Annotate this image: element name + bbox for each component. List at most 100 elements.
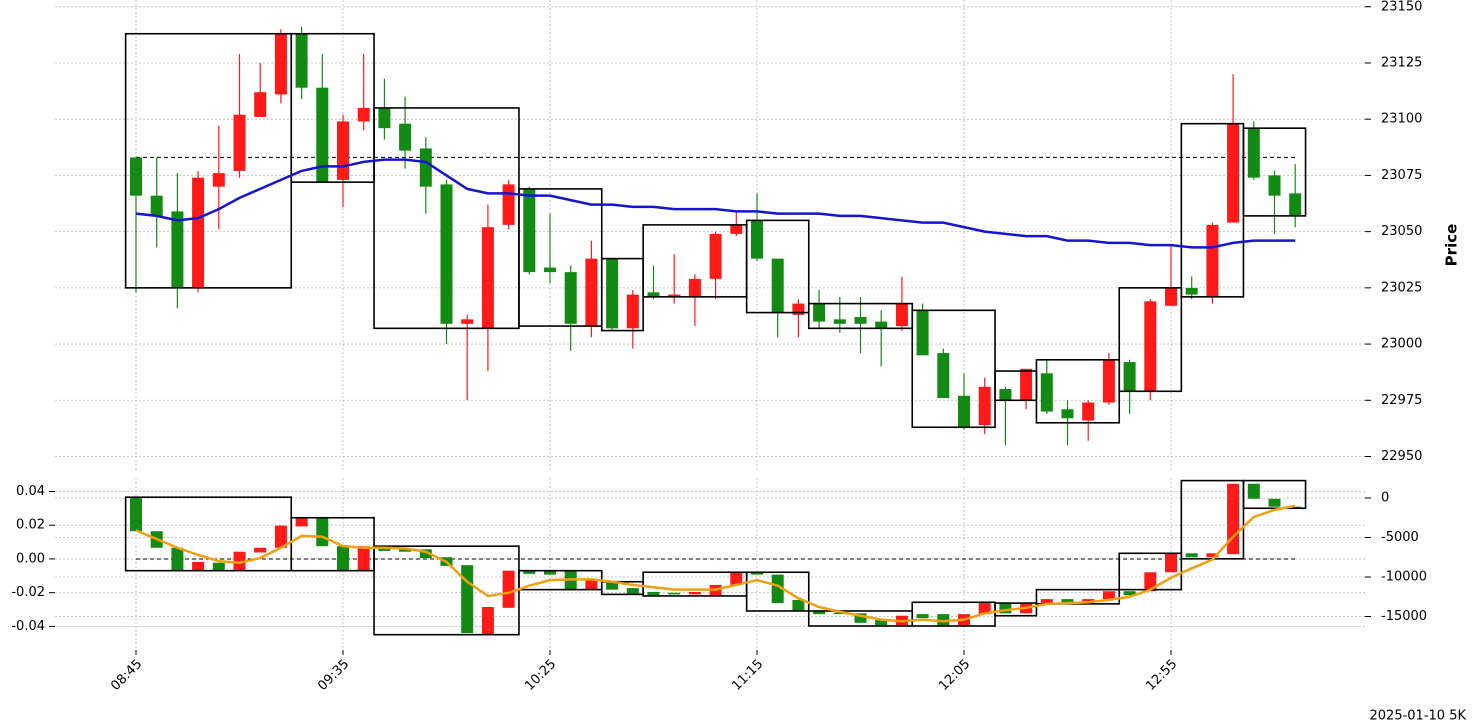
candle-body: [999, 389, 1012, 401]
candle-body: [357, 546, 370, 571]
candle-body: [192, 177, 205, 288]
candle-body: [461, 565, 474, 634]
y-tick-label: 23100: [1381, 112, 1422, 127]
y-tick-label: 22975: [1381, 393, 1422, 408]
candle-body: [1247, 483, 1260, 499]
candle-body: [502, 570, 515, 608]
candle-body: [1289, 193, 1302, 216]
candle-body: [1082, 402, 1095, 421]
candle-body: [626, 294, 639, 329]
y-tick-label: -15000: [1381, 609, 1427, 624]
candle-body: [647, 592, 660, 596]
candle-body: [585, 258, 598, 327]
candle-body: [1040, 373, 1053, 412]
candle-body: [895, 303, 908, 327]
candle-body: [813, 610, 826, 615]
candle-body: [751, 572, 763, 575]
candle-body: [130, 157, 142, 196]
candle-body: [337, 546, 349, 571]
candle-body: [419, 549, 432, 559]
candle-body: [295, 517, 308, 527]
candle-body: [544, 570, 556, 575]
range-box: [745, 571, 810, 612]
candle-body: [1268, 175, 1281, 196]
candle-body: [130, 497, 142, 532]
candle-body: [1123, 362, 1136, 392]
range-box: [1242, 479, 1307, 510]
candle-body: [419, 148, 432, 187]
candle-body: [668, 592, 681, 595]
candle-body: [212, 562, 225, 571]
candle-body: [399, 549, 412, 552]
candle-body: [171, 547, 184, 571]
range-box: [518, 188, 603, 327]
y-tick-label: 0.04: [16, 484, 45, 499]
y-tick-label: 23125: [1381, 55, 1422, 70]
candle-body: [1165, 553, 1177, 573]
y-tick-label: 23050: [1381, 224, 1422, 239]
y-tick-label: -0.02: [11, 585, 45, 600]
candle-body: [233, 114, 246, 171]
y-tick-label: -5000: [1381, 530, 1419, 545]
candle-body: [1268, 498, 1281, 507]
x-tick-label: 08:45: [108, 657, 145, 694]
candle-body: [357, 107, 370, 122]
candle-body: [378, 107, 391, 129]
candle-body: [254, 92, 267, 117]
candle-body: [771, 574, 784, 604]
candle-body: [1102, 359, 1115, 403]
range-box: [1242, 127, 1307, 217]
candle-body: [792, 599, 805, 611]
x-tick-label: 10:25: [522, 657, 559, 694]
candle-body: [1247, 128, 1260, 178]
candle-body: [1165, 287, 1177, 306]
candle-body: [916, 614, 929, 619]
candle-body: [502, 184, 515, 225]
candle-body: [688, 278, 701, 297]
candle-body: [316, 87, 329, 183]
x-tick-label: 12:05: [936, 657, 973, 694]
candle-body: [192, 561, 205, 571]
candle-body: [875, 619, 888, 626]
candle-body: [399, 123, 412, 151]
candle-body: [337, 121, 349, 180]
y-tick-label: 0: [1381, 490, 1389, 505]
candle-body: [481, 227, 494, 329]
range-box: [124, 32, 293, 289]
candle-body: [1206, 224, 1219, 297]
candle-body: [1061, 409, 1074, 419]
candle-body: [1020, 368, 1033, 401]
candle-body: [523, 188, 536, 273]
candle-body: [1206, 553, 1219, 558]
candle-body: [771, 258, 784, 313]
candle-body: [1227, 123, 1240, 223]
range-box: [1118, 287, 1183, 393]
candle-body: [730, 572, 743, 585]
candle-body: [1185, 553, 1198, 558]
footnote: 2025-01-10 5K: [1370, 709, 1467, 724]
y-tick-label: 23000: [1381, 337, 1422, 352]
x-tick-label: 12:55: [1143, 657, 1180, 694]
y-axis-label: Price: [1443, 224, 1461, 267]
candle-body: [233, 551, 246, 571]
candle-body: [606, 581, 619, 590]
range-box: [124, 496, 293, 572]
candle-body: [1185, 287, 1198, 295]
candle-body: [730, 224, 743, 234]
candle-body: [833, 612, 846, 615]
candle-body: [1102, 591, 1115, 600]
candle-body: [813, 303, 826, 322]
candle-body: [1227, 483, 1240, 555]
candle-body: [833, 319, 846, 324]
candle-body: [1144, 301, 1157, 392]
candle-body: [1289, 506, 1302, 509]
candle-body: [171, 211, 184, 288]
candle-body: [440, 184, 453, 324]
average-line: [135, 504, 1296, 623]
candle-body: [978, 386, 991, 426]
x-tick-label: 09:35: [315, 657, 352, 694]
x-tick-label: 11:15: [729, 657, 766, 694]
candle-body: [461, 319, 474, 324]
candle-body: [1144, 572, 1157, 592]
